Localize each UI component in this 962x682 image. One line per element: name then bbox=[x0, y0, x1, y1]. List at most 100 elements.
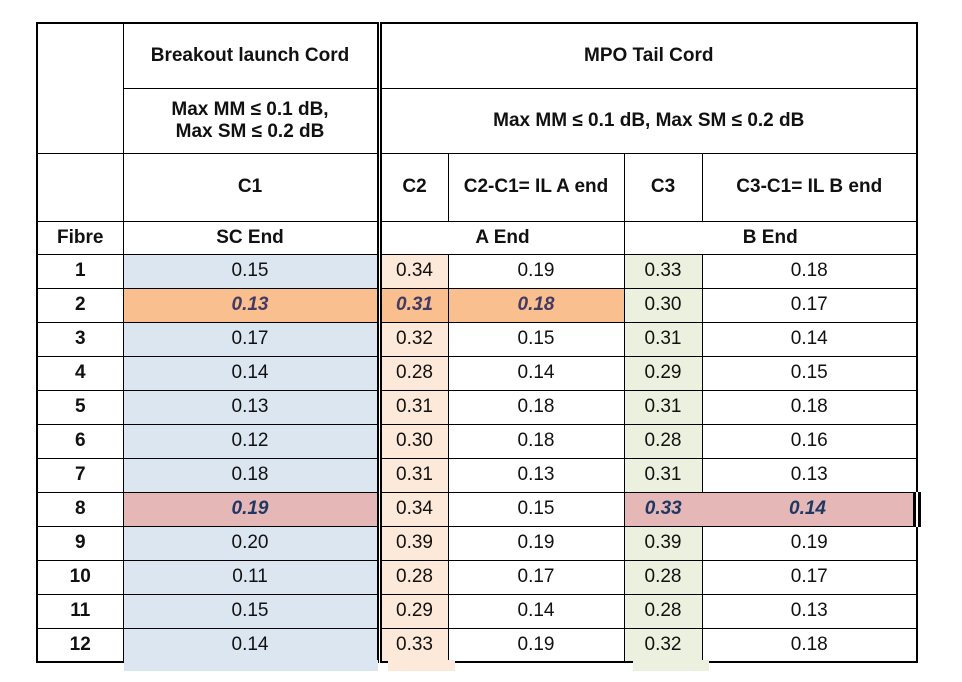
table-body: 1 0.15 0.34 0.19 0.33 0.18 2 0.13 0.31 0.18 0.30 0.… bbox=[36, 253, 921, 663]
c1-value-cell: 0.14 bbox=[122, 355, 380, 391]
c3-value-cell: 0.31 bbox=[623, 389, 703, 425]
c3-value-cell: 0.32 bbox=[623, 627, 703, 663]
c2-value-cell: 0.33 bbox=[376, 627, 449, 663]
fibre-cell: 2 bbox=[36, 287, 124, 323]
fibre-cell: 6 bbox=[36, 423, 124, 459]
c3-value-cell: 0.31 bbox=[623, 321, 703, 357]
il-a-end-value-cell: 0.18 bbox=[447, 389, 625, 425]
c3-minus-c1-column-header: C3-C1= IL B end bbox=[701, 152, 918, 222]
c3-column-header: C3 bbox=[623, 152, 703, 222]
il-b-end-value-cell: 0.19 bbox=[701, 525, 918, 561]
c1-value-cell: 0.18 bbox=[122, 457, 380, 493]
table-row: 2 0.13 0.31 0.18 0.30 0.17 bbox=[36, 287, 918, 323]
il-b-end-value-cell: 0.17 bbox=[701, 287, 918, 323]
il-a-end-value-cell: 0.19 bbox=[447, 525, 625, 561]
c1-column-fill-overflow bbox=[124, 660, 378, 671]
c3-column-fill-overflow bbox=[633, 660, 709, 671]
table-row: 10 0.11 0.28 0.17 0.28 0.17 bbox=[36, 559, 918, 595]
table-row: 12 0.14 0.33 0.19 0.32 0.18 bbox=[36, 627, 918, 663]
c1-value-cell: 0.13 bbox=[122, 389, 380, 425]
c2-column-fill-overflow bbox=[388, 660, 455, 671]
fibre-cell: 4 bbox=[36, 355, 124, 391]
breakout-spec-cell: Max MM ≤ 0.1 dB, Max SM ≤ 0.2 dB bbox=[122, 87, 380, 154]
c3-value-cell: 0.33 bbox=[623, 491, 703, 527]
c3-value-cell: 0.30 bbox=[623, 287, 703, 323]
il-a-end-value-cell: 0.18 bbox=[447, 423, 625, 459]
il-b-end-value-cell: 0.17 bbox=[701, 559, 918, 595]
c1-value-cell: 0.13 bbox=[122, 287, 380, 323]
c3-value-cell: 0.28 bbox=[623, 559, 703, 595]
c2-value-cell: 0.32 bbox=[376, 321, 449, 357]
c2-value-cell: 0.31 bbox=[376, 457, 449, 493]
fibre-cell: 11 bbox=[36, 593, 124, 629]
c2-value-cell: 0.31 bbox=[376, 287, 449, 323]
il-a-end-value-cell: 0.18 bbox=[447, 287, 625, 323]
table-row: 8 0.19 0.34 0.15 0.33 0.14 bbox=[36, 491, 921, 527]
table-row: 6 0.12 0.30 0.18 0.28 0.16 bbox=[36, 423, 918, 459]
corner-empty-cell bbox=[36, 22, 124, 154]
c1-value-cell: 0.15 bbox=[122, 593, 380, 629]
il-b-end-value-cell: 0.14 bbox=[701, 321, 918, 357]
c2-value-cell: 0.30 bbox=[376, 423, 449, 459]
table-row: 4 0.14 0.28 0.14 0.29 0.15 bbox=[36, 355, 918, 391]
il-a-end-value-cell: 0.15 bbox=[447, 321, 625, 357]
il-a-end-value-cell: 0.15 bbox=[447, 491, 625, 527]
c3-value-cell: 0.28 bbox=[623, 593, 703, 629]
c2-value-cell: 0.29 bbox=[376, 593, 449, 629]
c2-value-cell: 0.34 bbox=[376, 253, 449, 289]
fibre-cell: 3 bbox=[36, 321, 124, 357]
fibre-cell: 8 bbox=[36, 491, 124, 527]
fibre-cell: 9 bbox=[36, 525, 124, 561]
c1-value-cell: 0.14 bbox=[122, 627, 380, 663]
il-a-end-value-cell: 0.14 bbox=[447, 593, 625, 629]
mpo-tail-cord-header: MPO Tail Cord bbox=[376, 22, 918, 89]
c1-value-cell: 0.15 bbox=[122, 253, 380, 289]
il-b-end-value-cell: 0.18 bbox=[701, 253, 918, 289]
table-row: 9 0.20 0.39 0.19 0.39 0.19 bbox=[36, 525, 918, 561]
c1-value-cell: 0.19 bbox=[122, 491, 380, 527]
il-a-end-value-cell: 0.19 bbox=[447, 627, 625, 663]
breakout-launch-cord-header: Breakout launch Cord bbox=[122, 22, 380, 89]
c3-value-cell: 0.31 bbox=[623, 457, 703, 493]
il-a-end-value-cell: 0.14 bbox=[447, 355, 625, 391]
b-end-header: B End bbox=[623, 220, 918, 255]
c1-column-header: C1 bbox=[122, 152, 380, 222]
insertion-loss-table: Breakout launch Cord MPO Tail Cord Max M… bbox=[36, 22, 921, 663]
fibre-cell: 12 bbox=[36, 627, 124, 663]
c1-value-cell: 0.17 bbox=[122, 321, 380, 357]
c2-value-cell: 0.28 bbox=[376, 355, 449, 391]
c1-value-cell: 0.20 bbox=[122, 525, 380, 561]
c3-value-cell: 0.28 bbox=[623, 423, 703, 459]
c1-value-cell: 0.12 bbox=[122, 423, 380, 459]
c2-value-cell: 0.31 bbox=[376, 389, 449, 425]
c2-value-cell: 0.39 bbox=[376, 525, 449, 561]
il-a-end-value-cell: 0.19 bbox=[447, 253, 625, 289]
c3-value-cell: 0.29 bbox=[623, 355, 703, 391]
il-b-end-value-cell: 0.13 bbox=[701, 593, 918, 629]
c1-value-cell: 0.11 bbox=[122, 559, 380, 595]
table-row: 11 0.15 0.29 0.14 0.28 0.13 bbox=[36, 593, 918, 629]
c3-value-cell: 0.33 bbox=[623, 253, 703, 289]
fibre-cell: 10 bbox=[36, 559, 124, 595]
table-row: 1 0.15 0.34 0.19 0.33 0.18 bbox=[36, 253, 918, 289]
sc-end-header: SC End bbox=[122, 220, 380, 255]
table-row: 3 0.17 0.32 0.15 0.31 0.14 bbox=[36, 321, 918, 357]
table-row: 5 0.13 0.31 0.18 0.31 0.18 bbox=[36, 389, 918, 425]
il-b-end-value-cell: 0.16 bbox=[701, 423, 918, 459]
fibre-cell: 5 bbox=[36, 389, 124, 425]
il-b-end-value-cell: 0.18 bbox=[701, 627, 918, 663]
il-b-end-value-cell: 0.15 bbox=[701, 355, 918, 391]
fibre-cell: 1 bbox=[36, 253, 124, 289]
table-header: Breakout launch Cord MPO Tail Cord Max M… bbox=[36, 22, 918, 255]
empty-cell bbox=[36, 152, 124, 222]
il-a-end-value-cell: 0.13 bbox=[447, 457, 625, 493]
table-row: 7 0.18 0.31 0.13 0.31 0.13 bbox=[36, 457, 918, 493]
c2-value-cell: 0.28 bbox=[376, 559, 449, 595]
c2-column-header: C2 bbox=[376, 152, 449, 222]
fibre-column-header: Fibre bbox=[36, 220, 124, 255]
il-b-end-value-cell: 0.18 bbox=[701, 389, 918, 425]
il-b-end-value-cell: 0.14 bbox=[702, 491, 921, 527]
c3-value-cell: 0.39 bbox=[623, 525, 703, 561]
a-end-header: A End bbox=[376, 220, 625, 255]
